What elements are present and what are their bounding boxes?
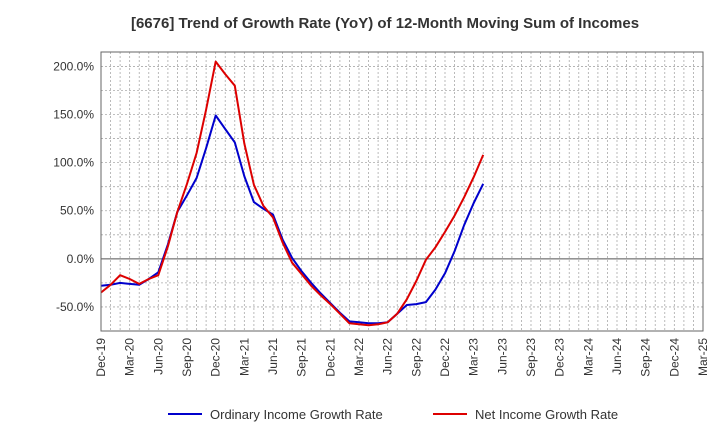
series-line-net-income [100, 60, 485, 327]
legend-label: Ordinary Income Growth Rate [210, 407, 383, 422]
y-tick-label: 200.0% [53, 59, 94, 73]
x-tick-label: Dec-21 [323, 338, 337, 377]
x-tick-label: Dec-20 [209, 338, 223, 377]
x-tick-label: Mar-21 [237, 338, 251, 376]
x-tick-label: Sep-22 [409, 338, 423, 377]
x-tick-label: Mar-20 [123, 338, 137, 376]
series-lines [100, 60, 485, 327]
x-tick-label: Mar-25 [696, 338, 710, 376]
x-axis-ticks: Dec-19 Mar-20 Jun-20 Sep-20 Dec-20 Mar-21 Jun-… [94, 338, 710, 377]
y-tick-label: 100.0% [53, 156, 94, 170]
y-tick-label: 0.0% [67, 252, 95, 266]
plot-area-frame [100, 51, 704, 332]
x-tick-label: Sep-24 [639, 338, 653, 377]
legend-label: Net Income Growth Rate [475, 407, 618, 422]
y-tick-label: -50.0% [56, 300, 94, 314]
x-tick-label: Jun-20 [151, 338, 165, 375]
x-tick-label: Sep-20 [180, 338, 194, 377]
x-tick-label: Jun-23 [495, 338, 509, 375]
chart-title: [6676] Trend of Growth Rate (YoY) of 12-… [131, 15, 639, 32]
x-tick-label: Dec-19 [94, 338, 108, 377]
y-tick-label: 50.0% [60, 204, 94, 218]
x-tick-label: Dec-22 [438, 338, 452, 377]
x-tick-label: Mar-23 [467, 338, 481, 376]
legend: Ordinary Income Growth Rate Net Income Gr… [168, 407, 618, 422]
x-tick-label: Dec-23 [553, 338, 567, 377]
x-tick-label: Dec-24 [667, 338, 681, 377]
y-axis-ticks: -50.0% 0.0% 50.0% 100.0% 150.0% 200.0% [53, 59, 94, 314]
x-tick-label: Mar-24 [581, 338, 595, 376]
x-tick-label: Jun-21 [266, 338, 280, 375]
x-tick-label: Mar-22 [352, 338, 366, 376]
grid-lines [100, 52, 704, 331]
x-tick-label: Jun-22 [381, 338, 395, 375]
x-tick-label: Jun-24 [610, 338, 624, 375]
x-tick-label: Sep-23 [524, 338, 538, 377]
x-tick-label: Sep-21 [295, 338, 309, 377]
y-tick-label: 150.0% [53, 108, 94, 122]
